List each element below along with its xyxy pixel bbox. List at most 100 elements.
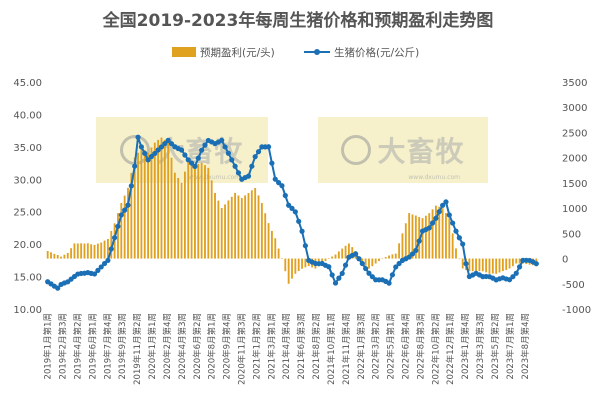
profit-bar <box>247 193 250 259</box>
profit-bar <box>388 255 390 259</box>
profit-bar <box>90 244 93 259</box>
x-tick-label: 2020年9月第4周 <box>222 313 233 379</box>
price-point <box>453 228 459 234</box>
profit-bar <box>173 172 176 259</box>
price-point <box>363 265 369 272</box>
profit-bar <box>274 238 277 259</box>
price-point <box>142 150 148 156</box>
price-point <box>279 183 285 189</box>
profit-bar <box>508 258 511 269</box>
price-point <box>369 274 375 280</box>
profit-bar <box>197 163 200 259</box>
price-point <box>199 147 205 153</box>
profit-bar <box>83 243 86 259</box>
price-point <box>245 173 252 179</box>
y-left-tick-label: 20.00 <box>13 240 42 251</box>
profit-bar <box>327 258 330 259</box>
profit-bar <box>284 258 287 272</box>
x-tick-label: 2020年1月第1周 <box>147 313 158 379</box>
profit-bar <box>250 190 253 259</box>
profit-bar <box>441 208 444 259</box>
profit-bar <box>491 258 494 274</box>
profit-bar <box>364 258 367 266</box>
profit-bar <box>53 253 56 259</box>
profit-bar <box>495 258 498 274</box>
profit-bar <box>100 242 103 259</box>
x-tick-label: 2020年8月第1周 <box>207 313 218 379</box>
profit-bar <box>478 258 481 272</box>
profit-bar <box>237 195 240 259</box>
profit-bar <box>160 137 163 259</box>
profit-bar <box>391 254 394 259</box>
price-point <box>185 157 191 163</box>
price-point <box>158 144 165 150</box>
profit-bar <box>287 258 290 284</box>
price-point <box>108 246 114 252</box>
y-right-tick-label: 1000 <box>562 204 587 215</box>
profit-bar <box>281 258 283 259</box>
price-point <box>396 260 402 267</box>
x-tick-label: 2019年4月第2周 <box>73 313 84 379</box>
x-tick-label: 2020年2月第4周 <box>162 313 173 379</box>
x-tick-label: 2023年5月第2周 <box>490 313 501 379</box>
price-point <box>229 157 235 163</box>
profit-bar <box>234 192 237 259</box>
x-tick-label: 2021年8月第2周 <box>311 313 322 379</box>
profit-bar <box>421 218 424 259</box>
price-point <box>168 141 175 147</box>
profit-bar <box>60 256 62 259</box>
price-point <box>533 261 539 267</box>
price-point <box>510 274 516 280</box>
price-point <box>162 140 168 147</box>
x-tick-label: 2022年5月第1周 <box>386 313 397 379</box>
watermark-right: 大畜牧 www.dxumu.com <box>318 117 488 183</box>
legend-label-price: 生猪价格(元/公斤) <box>334 46 419 59</box>
price-point <box>235 170 242 176</box>
profit-bar <box>331 256 334 259</box>
price-point <box>219 137 225 143</box>
y-left-tick-label: 35.00 <box>13 143 42 154</box>
price-point <box>389 272 396 278</box>
x-tick-label: 2019年9月第3周 <box>117 313 128 379</box>
profit-bar <box>50 252 52 259</box>
profit-bar <box>374 258 377 264</box>
price-point <box>456 235 462 241</box>
price-point <box>155 147 161 153</box>
profit-bar <box>511 258 514 267</box>
y-right-tick-label: 2000 <box>562 154 587 165</box>
price-point <box>182 152 188 158</box>
price-point <box>202 142 208 148</box>
price-point <box>118 212 124 218</box>
y-right-tick-label: -1000 <box>562 305 591 316</box>
profit-bar <box>428 213 431 259</box>
y-left-tick-label: 15.00 <box>13 273 42 284</box>
profit-bar <box>86 243 89 259</box>
price-point <box>409 251 416 257</box>
price-point <box>282 192 288 199</box>
profit-bar <box>80 243 83 259</box>
profit-bar <box>180 182 183 259</box>
price-point <box>91 271 98 277</box>
profit-bar <box>190 162 193 259</box>
price-point <box>296 218 302 224</box>
profit-bar <box>157 139 160 259</box>
profit-bar <box>127 187 129 259</box>
profit-bar <box>260 203 263 259</box>
profit-bar <box>106 239 109 259</box>
price-point <box>413 247 419 254</box>
price-point <box>426 225 432 231</box>
profit-bar <box>153 142 156 259</box>
price-point <box>352 251 359 257</box>
price-point <box>249 163 255 169</box>
price-point <box>225 150 232 156</box>
profit-bar <box>204 165 206 259</box>
profit-bar <box>488 258 491 274</box>
price-point <box>443 199 449 205</box>
price-point <box>433 215 439 221</box>
profit-bar <box>217 200 220 259</box>
profit-bar <box>230 196 233 259</box>
price-point <box>416 238 422 244</box>
price-point <box>152 150 158 157</box>
x-tick-label: 2021年6月第3周 <box>296 313 307 379</box>
